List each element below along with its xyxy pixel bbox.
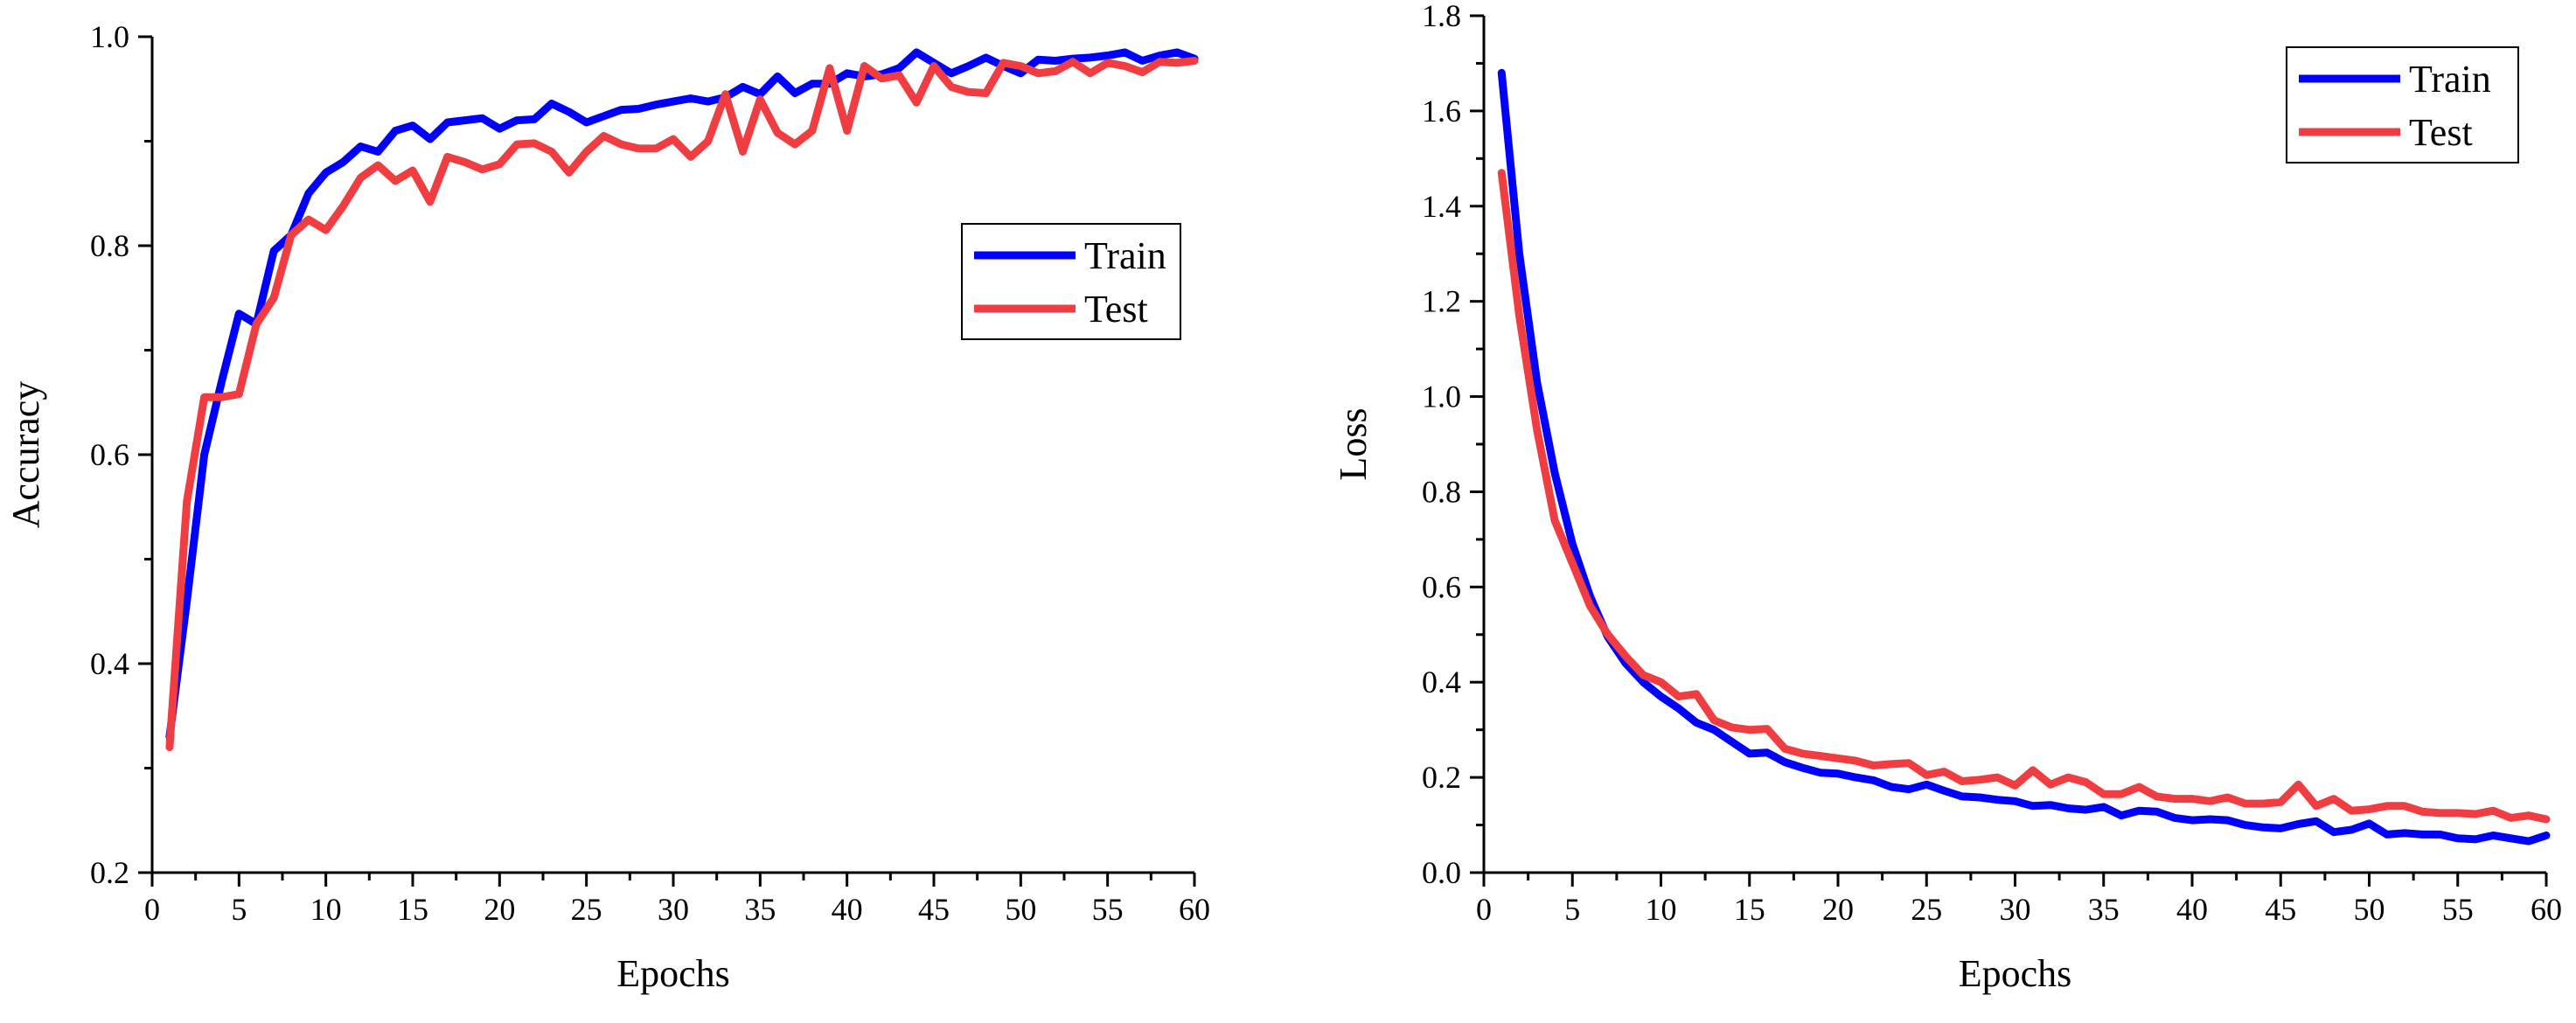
- x-tick-label: 35: [2088, 892, 2120, 927]
- x-tick-label: 45: [918, 892, 950, 927]
- legend-box: [2286, 46, 2519, 164]
- x-tick-label: 45: [2265, 892, 2296, 927]
- x-axis-title: Epochs: [616, 952, 730, 995]
- x-tick-label: 25: [571, 892, 602, 927]
- x-tick-label: 40: [2176, 892, 2208, 927]
- legend-label-train: Train: [2409, 58, 2491, 101]
- series-line-test: [1497, 169, 2551, 824]
- y-tick-label: 0.2: [1422, 760, 1461, 795]
- x-tick-label: 5: [231, 892, 247, 927]
- y-tick-label: 0.8: [90, 228, 129, 263]
- y-tick-label: 0.6: [90, 437, 129, 472]
- x-tick-label: 15: [1734, 892, 1765, 927]
- x-tick-label: 30: [2000, 892, 2031, 927]
- x-tick-label: 30: [658, 892, 689, 927]
- x-tick-label: 55: [1092, 892, 1124, 927]
- legend-box: [961, 223, 1181, 340]
- series-line-train: [1497, 68, 2551, 846]
- legend: Train Test: [961, 223, 1181, 340]
- series-line-train: [165, 48, 1199, 741]
- y-tick-label: 0.4: [1422, 665, 1461, 699]
- y-tick-label: 0.4: [90, 646, 129, 681]
- x-tick-label: 60: [2531, 892, 2562, 927]
- x-tick-label: 15: [397, 892, 428, 927]
- y-tick-label: 1.0: [90, 19, 129, 54]
- legend-label-test: Test: [2409, 111, 2473, 154]
- x-tick-label: 40: [832, 892, 863, 927]
- x-tick-label: 60: [1179, 892, 1210, 927]
- y-tick-label: 1.2: [1422, 284, 1461, 319]
- y-axis-title: Loss: [1332, 407, 1375, 480]
- y-tick-label: 1.4: [1422, 189, 1461, 224]
- accuracy-chart: 0 5 10 15 20 25 30 35 40 45 50 55 60 0.2 0.4 0.6 0.8 1.0 E…: [4, 19, 1210, 995]
- x-tick-label: 50: [1005, 892, 1036, 927]
- y-tick-label: 0.6: [1422, 569, 1461, 604]
- x-tick-label: 0: [1476, 892, 1492, 927]
- y-tick-label: 0.8: [1422, 474, 1461, 509]
- legend-label-train: Train: [1084, 234, 1166, 277]
- x-tick-label: 50: [2354, 892, 2385, 927]
- y-tick-label: 0.2: [90, 855, 129, 890]
- x-tick-label: 55: [2442, 892, 2474, 927]
- y-tick-label: 1.6: [1422, 94, 1461, 129]
- y-tick-label: 1.0: [1422, 379, 1461, 414]
- x-tick-label: 0: [144, 892, 160, 927]
- x-tick-label: 35: [744, 892, 776, 927]
- legend: Train Test: [2286, 46, 2519, 164]
- y-tick-label: 1.8: [1422, 0, 1461, 33]
- legend-label-test: Test: [1084, 288, 1148, 331]
- x-tick-label: 10: [1646, 892, 1677, 927]
- x-tick-label: 10: [310, 892, 342, 927]
- x-tick-label: 5: [1564, 892, 1580, 927]
- y-tick-label: 0.0: [1422, 855, 1461, 890]
- y-axis-title: Accuracy: [4, 381, 47, 529]
- series-line-test: [165, 57, 1199, 752]
- x-axis-title: Epochs: [1959, 952, 2072, 995]
- x-tick-label: 25: [1911, 892, 1942, 927]
- x-tick-label: 20: [484, 892, 515, 927]
- loss-chart: 0 5 10 15 20 25 30 35 40 45 50 55 60 0.0 0.2 0.4 0.6 0.8 1…: [1332, 0, 2562, 995]
- x-tick-label: 20: [1822, 892, 1854, 927]
